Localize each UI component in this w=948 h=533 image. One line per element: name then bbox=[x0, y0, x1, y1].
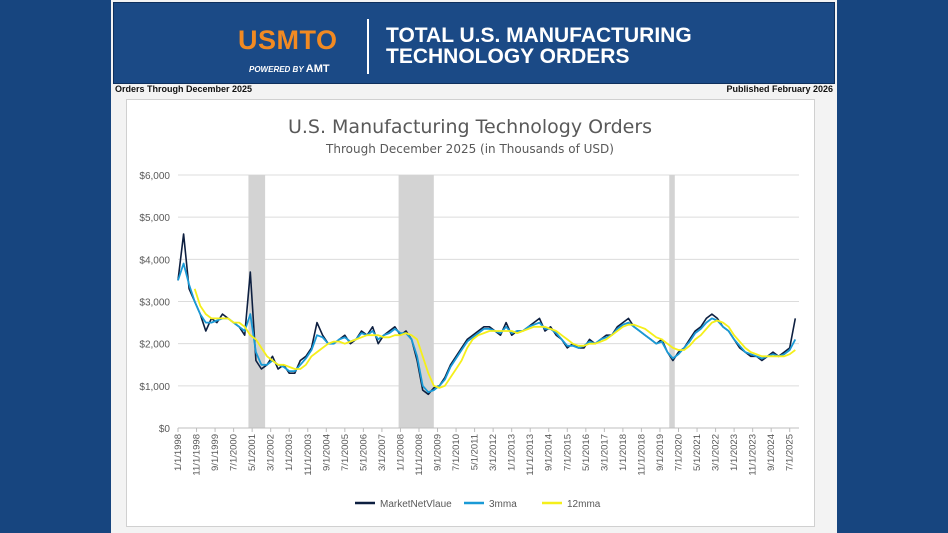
x-tick-label: 7/1/2020 bbox=[674, 434, 685, 471]
x-tick-label: 1/1/2003 bbox=[284, 434, 295, 471]
x-tick-label: 3/1/2022 bbox=[711, 434, 722, 471]
x-tick-label: 11/1/2023 bbox=[748, 434, 759, 476]
x-tick-label: 1/1/2018 bbox=[618, 434, 629, 471]
x-tick-label: 3/1/2007 bbox=[377, 434, 388, 471]
usmto-logo: USMTO bbox=[238, 25, 338, 55]
orders-line-chart: U.S. Manufacturing Technology Orders Thro… bbox=[139, 116, 799, 510]
x-tick-label: 1/1/1998 bbox=[173, 434, 184, 471]
chart-title: U.S. Manufacturing Technology Orders bbox=[288, 116, 652, 138]
x-tick-label: 9/1/2004 bbox=[321, 434, 332, 471]
report-panel: USMTO POWERED BY AMT TOTAL U.S. MANUFACT… bbox=[111, 0, 837, 533]
orders-through: Orders Through December 2025 bbox=[115, 84, 253, 94]
recession-band bbox=[248, 175, 266, 428]
x-tick-label: 11/1/2013 bbox=[525, 434, 536, 476]
header-divider bbox=[367, 19, 369, 74]
published-date: Published February 2026 bbox=[726, 84, 833, 94]
chart-subtitle: Through December 2025 (in Thousands of U… bbox=[325, 142, 614, 156]
x-tick-label: 7/1/2010 bbox=[451, 434, 462, 471]
x-tick-label: 11/1/2003 bbox=[303, 434, 314, 476]
x-tick-label: 1/1/2013 bbox=[507, 434, 518, 471]
x-tick-label: 1/1/2023 bbox=[729, 434, 740, 471]
x-tick-label: 9/1/2014 bbox=[544, 434, 555, 471]
legend-label: 3mma bbox=[489, 499, 517, 510]
powered-by-amt: POWERED BY AMT bbox=[249, 63, 330, 75]
x-tick-label: 11/1/2008 bbox=[414, 434, 425, 476]
series-line-12mma bbox=[193, 288, 796, 389]
y-tick-label: $3,000 bbox=[139, 298, 170, 309]
x-tick-label: 9/1/2024 bbox=[766, 434, 777, 471]
legend-label: MarketNetVlaue bbox=[380, 499, 452, 510]
x-tick-label: 3/1/2017 bbox=[599, 434, 610, 471]
recession-band bbox=[669, 175, 675, 428]
x-tick-label: 7/1/2015 bbox=[562, 434, 573, 471]
y-tick-label: $2,000 bbox=[139, 340, 170, 351]
y-tick-label: $6,000 bbox=[139, 171, 170, 182]
x-tick-label: 7/1/2005 bbox=[340, 434, 351, 471]
powered-by-text: POWERED BY bbox=[249, 65, 304, 74]
x-tick-label: 11/1/1998 bbox=[192, 434, 203, 476]
x-tick-label: 9/1/2009 bbox=[433, 434, 444, 471]
recession-band bbox=[398, 175, 434, 428]
series-line-MarketNetVlaue bbox=[177, 233, 797, 396]
x-tick-label: 5/1/2011 bbox=[470, 434, 481, 470]
x-tick-label: 5/1/2021 bbox=[692, 434, 703, 471]
y-tick-label: $5,000 bbox=[139, 213, 170, 224]
x-tick-label: 5/1/2001 bbox=[247, 434, 258, 471]
x-tick-label: 5/1/2016 bbox=[581, 434, 592, 471]
banner-title-line1: TOTAL U.S. MANUFACTURING bbox=[386, 24, 692, 47]
y-tick-label: $0 bbox=[159, 424, 171, 435]
x-tick-label: 3/1/2012 bbox=[488, 434, 499, 471]
x-tick-label: 5/1/2006 bbox=[358, 434, 369, 471]
x-tick-label: 3/1/2002 bbox=[266, 434, 277, 471]
amt-brand: AMT bbox=[305, 63, 330, 75]
x-tick-label: 7/1/2025 bbox=[785, 434, 796, 471]
y-tick-label: $1,000 bbox=[139, 382, 170, 393]
banner-title: TOTAL U.S. MANUFACTURING TECHNOLOGY ORDER… bbox=[386, 25, 692, 67]
x-tick-label: 9/1/1999 bbox=[210, 434, 221, 471]
x-tick-label: 9/1/2019 bbox=[655, 434, 666, 471]
series-line-3mma bbox=[177, 262, 797, 394]
legend-label: 12mma bbox=[567, 499, 601, 510]
chart-container: U.S. Manufacturing Technology Orders Thro… bbox=[126, 99, 815, 527]
x-tick-label: 7/1/2000 bbox=[229, 434, 240, 471]
y-tick-label: $4,000 bbox=[139, 255, 170, 266]
header-banner: USMTO POWERED BY AMT TOTAL U.S. MANUFACT… bbox=[113, 2, 835, 84]
x-tick-label: 1/1/2008 bbox=[395, 434, 406, 471]
banner-title-line2: TECHNOLOGY ORDERS bbox=[386, 45, 630, 68]
x-tick-label: 11/1/2018 bbox=[636, 434, 647, 476]
